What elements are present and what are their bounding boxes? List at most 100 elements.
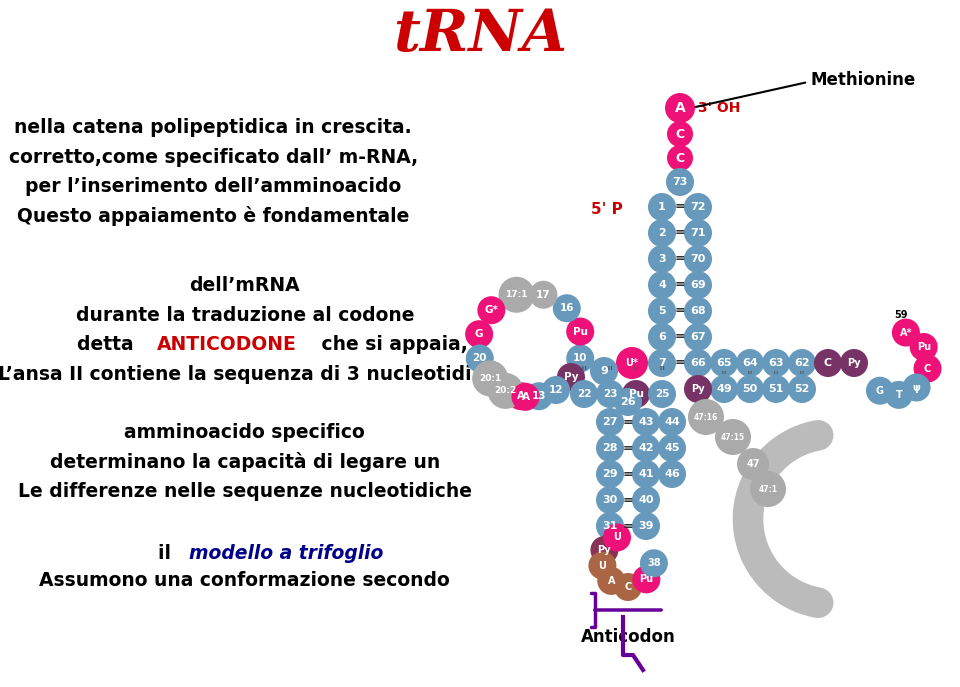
Text: 20:2: 20:2	[494, 386, 516, 396]
Text: 63: 63	[768, 358, 783, 368]
Text: 3' OH: 3' OH	[698, 101, 740, 115]
Circle shape	[530, 281, 558, 308]
Text: 70: 70	[690, 254, 706, 264]
Circle shape	[632, 408, 660, 436]
Circle shape	[566, 344, 594, 372]
Circle shape	[715, 419, 751, 455]
Text: 51: 51	[768, 384, 783, 394]
Text: 42: 42	[638, 443, 654, 453]
Text: =: =	[675, 227, 685, 240]
Circle shape	[648, 380, 676, 408]
Text: =: =	[623, 493, 634, 506]
Text: Pu: Pu	[629, 389, 643, 399]
Text: Py: Py	[598, 545, 612, 555]
Text: 71: 71	[690, 228, 706, 238]
Text: 2: 2	[659, 228, 666, 238]
Text: 43: 43	[638, 417, 654, 427]
Circle shape	[667, 121, 693, 147]
Text: 1: 1	[659, 202, 666, 212]
Circle shape	[648, 297, 676, 325]
Text: 41: 41	[638, 469, 654, 479]
Text: C: C	[676, 152, 684, 164]
Circle shape	[488, 373, 523, 409]
Text: 44: 44	[664, 417, 680, 427]
Text: 52: 52	[794, 384, 809, 394]
Circle shape	[614, 388, 642, 416]
Text: tRNA: tRNA	[393, 7, 567, 63]
Text: 17:1: 17:1	[505, 291, 528, 300]
Text: ANTICODONE: ANTICODONE	[156, 335, 297, 354]
Circle shape	[566, 317, 594, 346]
Text: 17: 17	[536, 290, 551, 300]
Circle shape	[684, 271, 712, 299]
Text: ": "	[747, 370, 753, 383]
Text: 27: 27	[602, 417, 617, 427]
Text: Pu: Pu	[573, 326, 588, 337]
Text: Py: Py	[691, 384, 705, 394]
Circle shape	[525, 382, 553, 410]
Circle shape	[648, 193, 676, 221]
Text: nella catena polipeptidica in crescita.: nella catena polipeptidica in crescita.	[14, 118, 412, 137]
Circle shape	[632, 434, 660, 462]
Text: 6: 6	[658, 332, 666, 342]
Text: Py: Py	[564, 372, 578, 382]
Circle shape	[736, 375, 764, 403]
Text: 47:16: 47:16	[694, 412, 718, 422]
Circle shape	[596, 486, 624, 514]
Text: che si appaia,: che si appaia,	[315, 335, 468, 354]
Text: =: =	[675, 304, 685, 317]
Circle shape	[466, 320, 493, 348]
Circle shape	[588, 552, 616, 580]
Text: C: C	[824, 358, 832, 368]
Text: 66: 66	[690, 358, 706, 368]
Circle shape	[596, 512, 624, 540]
Text: ψ: ψ	[913, 383, 921, 392]
Text: 68: 68	[690, 306, 706, 316]
Text: 40: 40	[638, 495, 654, 505]
Text: C: C	[924, 363, 931, 374]
Text: 16: 16	[560, 303, 574, 313]
Circle shape	[590, 536, 618, 564]
Text: ": "	[581, 365, 588, 379]
Text: G*: G*	[485, 305, 498, 315]
Text: T: T	[896, 390, 902, 400]
Circle shape	[596, 380, 624, 408]
Text: 22: 22	[577, 389, 591, 399]
Text: 10: 10	[573, 353, 588, 363]
Text: =: =	[623, 442, 634, 455]
Circle shape	[640, 550, 668, 577]
Text: 5: 5	[659, 306, 666, 316]
Text: 13: 13	[532, 391, 546, 401]
Circle shape	[684, 193, 712, 221]
Circle shape	[910, 333, 938, 361]
Circle shape	[648, 219, 676, 247]
Text: 47: 47	[746, 459, 759, 469]
Text: Questo appaiamento è fondamentale: Questo appaiamento è fondamentale	[17, 206, 409, 227]
Circle shape	[557, 363, 585, 391]
Text: 25: 25	[655, 389, 669, 399]
Text: detta: detta	[77, 335, 140, 354]
Text: =: =	[675, 278, 685, 291]
Text: =: =	[623, 519, 634, 532]
Circle shape	[814, 349, 842, 377]
Circle shape	[648, 271, 676, 299]
Circle shape	[762, 375, 790, 403]
Text: 47:15: 47:15	[721, 433, 745, 442]
Circle shape	[762, 349, 790, 377]
Circle shape	[622, 380, 650, 408]
Text: 62: 62	[794, 358, 810, 368]
Text: U: U	[598, 561, 607, 570]
Text: 23: 23	[603, 389, 617, 399]
Circle shape	[472, 361, 508, 396]
Circle shape	[590, 357, 618, 385]
Text: 38: 38	[647, 559, 660, 568]
Text: 20:1: 20:1	[479, 374, 501, 383]
Text: determinano la capacità di legare un: determinano la capacità di legare un	[50, 452, 440, 473]
Circle shape	[596, 434, 624, 462]
Circle shape	[736, 349, 764, 377]
Text: A: A	[517, 391, 525, 401]
Text: C: C	[624, 582, 632, 592]
Text: Assumono una conformazione secondo: Assumono una conformazione secondo	[39, 571, 450, 590]
Text: G: G	[876, 385, 884, 396]
Text: modello a trifoglio: modello a trifoglio	[189, 543, 383, 563]
